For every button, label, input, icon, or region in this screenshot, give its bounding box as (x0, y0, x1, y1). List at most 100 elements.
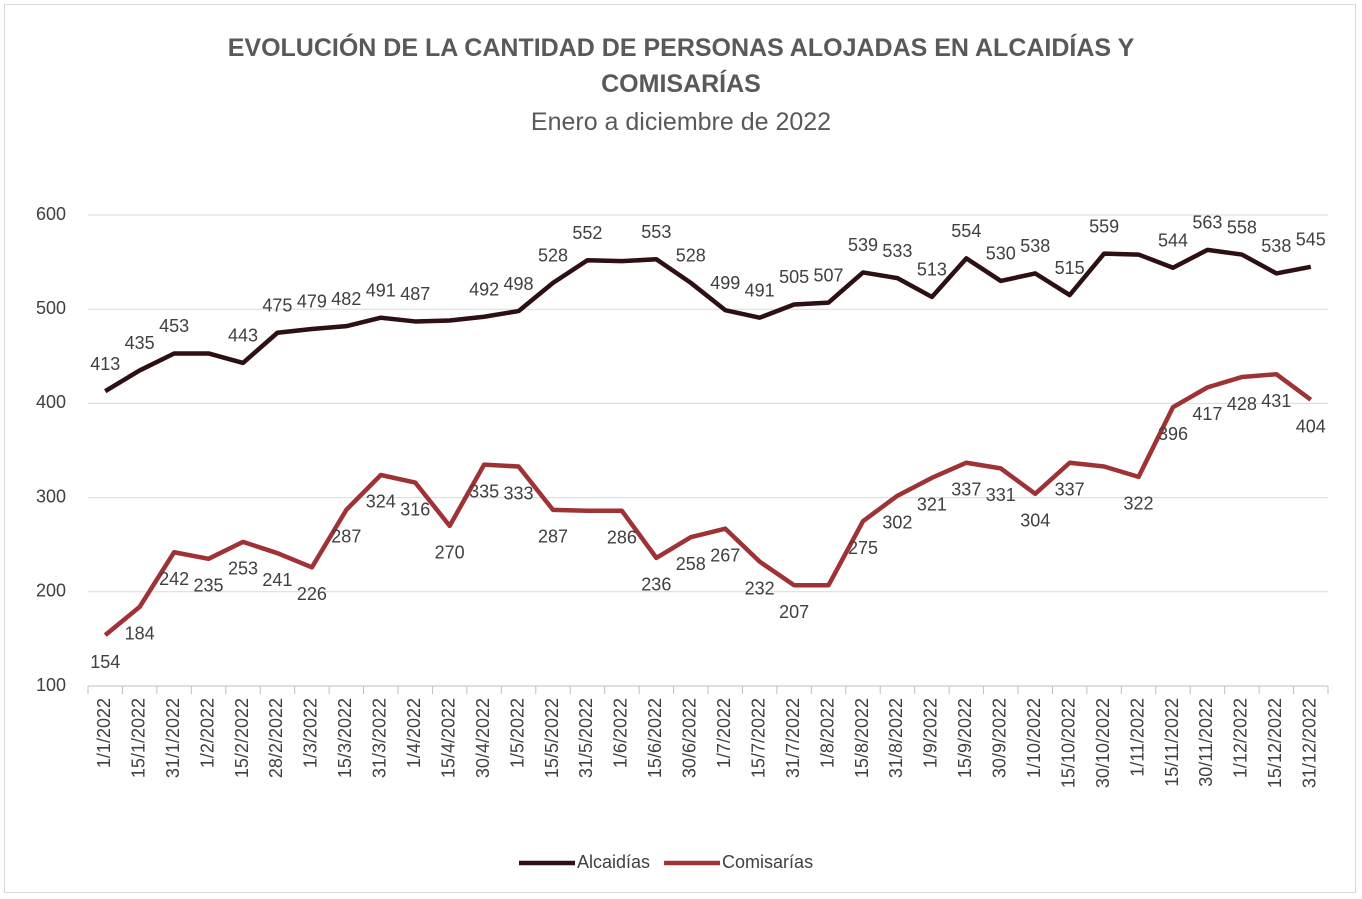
data-label: 333 (504, 483, 534, 503)
x-tick-label: 15/9/2022 (955, 698, 975, 778)
x-tick-label: 1/10/2022 (1024, 698, 1044, 778)
x-tick-label: 1/12/2022 (1231, 698, 1251, 778)
data-label: 498 (504, 274, 534, 294)
x-tick-label: 30/6/2022 (680, 698, 700, 778)
x-tick-label: 1/7/2022 (714, 698, 734, 768)
data-label: 505 (779, 267, 809, 287)
data-label: 287 (538, 527, 568, 547)
x-tick-label: 1/8/2022 (817, 698, 837, 768)
data-label: 404 (1296, 416, 1326, 436)
data-label: 533 (882, 241, 912, 261)
x-tick-label: 1/1/2022 (94, 698, 114, 768)
x-tick-label: 15/6/2022 (645, 698, 665, 778)
y-tick-label: 100 (36, 675, 66, 695)
data-label: 232 (745, 578, 775, 598)
data-label: 154 (90, 652, 120, 672)
x-tick-label: 30/9/2022 (990, 698, 1010, 778)
chart-title: EVOLUCIÓN DE LA CANTIDAD DE PERSONAS ALO… (227, 34, 1135, 98)
series-line (104, 247, 1312, 394)
x-tick-label: 15/2/2022 (232, 698, 252, 778)
y-tick-label: 400 (36, 392, 66, 412)
x-tick-label: 1/3/2022 (301, 698, 321, 768)
data-label: 515 (1055, 258, 1085, 278)
data-label: 530 (986, 244, 1016, 264)
x-tick-label: 15/4/2022 (438, 698, 458, 778)
data-label: 453 (159, 316, 189, 336)
data-label: 417 (1192, 404, 1222, 424)
x-tick-label: 30/11/2022 (1196, 698, 1216, 787)
data-label: 479 (297, 292, 327, 312)
data-label: 487 (400, 284, 430, 304)
data-label: 435 (125, 333, 155, 353)
data-label: 499 (710, 273, 740, 293)
x-tick-label: 15/8/2022 (852, 698, 872, 778)
y-tick-label: 200 (36, 581, 66, 601)
x-tick-label: 15/5/2022 (542, 698, 562, 778)
data-label: 241 (262, 570, 292, 590)
data-label: 539 (848, 235, 878, 255)
data-label: 335 (469, 481, 499, 501)
data-label: 538 (1020, 236, 1050, 256)
x-tick-label: 15/11/2022 (1162, 698, 1182, 787)
data-label: 316 (400, 499, 430, 519)
x-tick-label: 31/1/2022 (163, 698, 183, 778)
data-label: 331 (986, 485, 1016, 505)
data-label: 321 (917, 495, 947, 515)
data-label: 207 (779, 602, 809, 622)
data-label: 337 (1055, 479, 1085, 499)
data-label: 554 (951, 221, 981, 241)
data-label: 475 (262, 296, 292, 316)
data-label: 563 (1192, 213, 1222, 233)
x-tick-label: 15/7/2022 (748, 698, 768, 778)
y-tick-label: 600 (36, 204, 66, 224)
data-label: 324 (366, 492, 396, 512)
data-label: 236 (641, 575, 671, 595)
y-tick-label: 500 (36, 298, 66, 318)
data-label: 528 (676, 246, 706, 266)
x-tick-label: 15/12/2022 (1265, 698, 1285, 788)
data-label: 235 (194, 576, 224, 596)
data-label: 558 (1227, 217, 1257, 237)
x-tick-label: 15/3/2022 (335, 698, 355, 778)
data-label: 184 (125, 624, 155, 644)
data-label: 242 (159, 569, 189, 589)
data-label: 413 (90, 354, 120, 374)
data-label: 226 (297, 584, 327, 604)
x-tick-label: 1/6/2022 (611, 698, 631, 768)
x-tick-label: 31/5/2022 (576, 698, 596, 778)
chart-border (4, 4, 1356, 893)
x-tick-label: 15/1/2022 (128, 698, 148, 778)
x-tick-label: 1/11/2022 (1127, 698, 1147, 777)
x-tick-label: 28/2/2022 (266, 698, 286, 778)
data-label: 559 (1089, 216, 1119, 236)
data-label: 443 (228, 326, 258, 346)
x-tick-label: 1/5/2022 (507, 698, 527, 768)
y-tick-label: 300 (36, 486, 66, 506)
data-label: 491 (366, 280, 396, 300)
legend-label: Comisarías (722, 852, 813, 872)
x-tick-label: 31/12/2022 (1300, 698, 1320, 788)
data-label: 492 (469, 279, 499, 299)
x-tick-label: 31/3/2022 (370, 698, 390, 778)
data-label: 275 (848, 538, 878, 558)
data-label: 545 (1296, 230, 1326, 250)
data-label: 337 (951, 479, 981, 499)
data-label: 258 (676, 554, 706, 574)
x-tick-label: 15/10/2022 (1058, 698, 1078, 788)
chart-subtitle: Enero a diciembre de 2022 (530, 108, 832, 136)
legend-label: Alcaidías (577, 852, 650, 872)
data-label: 507 (814, 265, 844, 285)
data-label: 267 (710, 545, 740, 565)
data-label: 322 (1124, 494, 1154, 514)
data-label: 482 (331, 289, 361, 309)
data-label: 491 (745, 280, 775, 300)
data-label: 304 (1020, 511, 1050, 531)
data-label: 270 (435, 543, 465, 563)
x-tick-label: 1/2/2022 (197, 698, 217, 768)
x-tick-label: 30/10/2022 (1093, 698, 1113, 788)
data-label: 544 (1158, 231, 1188, 251)
data-label: 287 (331, 527, 361, 547)
data-label: 538 (1261, 236, 1291, 256)
